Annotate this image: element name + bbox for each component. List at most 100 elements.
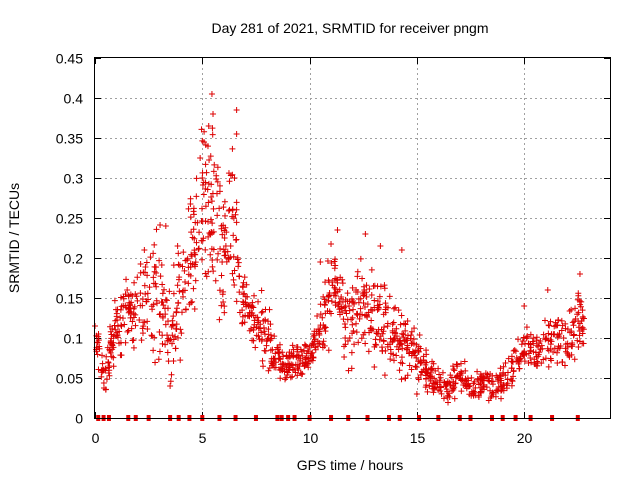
data-point <box>572 356 578 362</box>
data-point <box>209 264 215 270</box>
data-point <box>177 357 183 363</box>
data-point <box>172 345 178 351</box>
chart-title: Day 281 of 2021, SRMTID for receiver png… <box>211 20 488 36</box>
data-point <box>234 131 240 137</box>
data-point <box>165 349 171 355</box>
data-point <box>512 347 518 353</box>
data-point <box>521 303 527 309</box>
data-point <box>195 246 201 252</box>
data-point <box>131 280 137 286</box>
data-point <box>170 313 176 319</box>
data-point <box>234 107 240 113</box>
data-point <box>445 399 451 405</box>
data-point <box>230 232 236 238</box>
data-point <box>210 206 216 212</box>
data-point <box>568 307 574 313</box>
data-point <box>111 363 117 369</box>
data-point <box>199 175 205 181</box>
data-point <box>349 322 355 328</box>
data-point <box>334 227 340 233</box>
data-point <box>177 262 183 268</box>
data-point <box>153 226 159 232</box>
y-tick-label: 0 <box>75 411 83 427</box>
data-point <box>399 247 405 253</box>
data-point <box>178 330 184 336</box>
data-point <box>150 250 156 256</box>
data-point <box>362 340 368 346</box>
data-point <box>151 242 157 248</box>
data-point <box>231 277 237 283</box>
data-point <box>132 312 138 318</box>
data-point <box>572 305 578 311</box>
data-point <box>341 354 347 360</box>
data-point <box>391 306 397 312</box>
data-point <box>277 375 283 381</box>
data-point <box>233 237 239 243</box>
data-point <box>234 219 240 225</box>
data-point <box>361 284 367 290</box>
data-point <box>109 354 115 360</box>
data-point <box>340 316 346 322</box>
data-point <box>355 269 361 275</box>
data-point <box>180 249 186 255</box>
data-point <box>99 352 105 358</box>
data-point <box>175 335 181 341</box>
data-point <box>399 354 405 360</box>
x-tick-label: 5 <box>199 430 207 446</box>
data-point <box>210 268 216 274</box>
data-point <box>366 286 372 292</box>
data-point <box>450 366 456 372</box>
data-point <box>142 264 148 270</box>
data-point <box>152 360 158 366</box>
data-point <box>350 307 356 313</box>
data-point <box>251 293 257 299</box>
data-point <box>342 321 348 327</box>
y-axis-label: SRMTID / TECUs <box>6 183 22 293</box>
data-point <box>172 334 178 340</box>
data-point <box>159 262 165 268</box>
data-point <box>142 283 148 289</box>
data-point <box>185 280 191 286</box>
data-point <box>329 298 335 304</box>
data-point <box>176 288 182 294</box>
data-point <box>123 276 129 282</box>
x-tick-label: 10 <box>303 430 319 446</box>
data-point <box>328 241 334 247</box>
data-point <box>222 199 228 205</box>
data-point <box>265 368 271 374</box>
data-point <box>165 305 171 311</box>
data-point <box>216 205 222 211</box>
data-point <box>158 273 164 279</box>
data-point <box>110 355 116 361</box>
data-point <box>260 358 266 364</box>
data-point <box>343 311 349 317</box>
data-point <box>175 243 181 249</box>
data-point <box>359 335 365 341</box>
data-point <box>200 170 206 176</box>
data-point <box>119 352 125 358</box>
data-point <box>144 259 150 265</box>
data-point <box>451 367 457 373</box>
data-point <box>549 338 555 344</box>
data-point <box>379 348 385 354</box>
data-point <box>358 306 364 312</box>
data-point <box>167 383 173 389</box>
data-point <box>95 351 101 357</box>
data-point <box>209 220 215 226</box>
data-point <box>365 301 371 307</box>
data-point <box>382 372 388 378</box>
data-point <box>414 391 420 397</box>
data-point <box>150 347 156 353</box>
data-point <box>342 335 348 341</box>
data-point <box>385 320 391 326</box>
data-point <box>387 356 393 362</box>
data-point <box>160 290 166 296</box>
data-point <box>203 161 209 167</box>
y-tick-label: 0.25 <box>56 211 83 227</box>
data-point <box>580 325 586 331</box>
data-point <box>105 359 111 365</box>
data-point <box>516 366 522 372</box>
data-point <box>226 208 232 214</box>
data-point <box>354 329 360 335</box>
data-point <box>349 350 355 356</box>
